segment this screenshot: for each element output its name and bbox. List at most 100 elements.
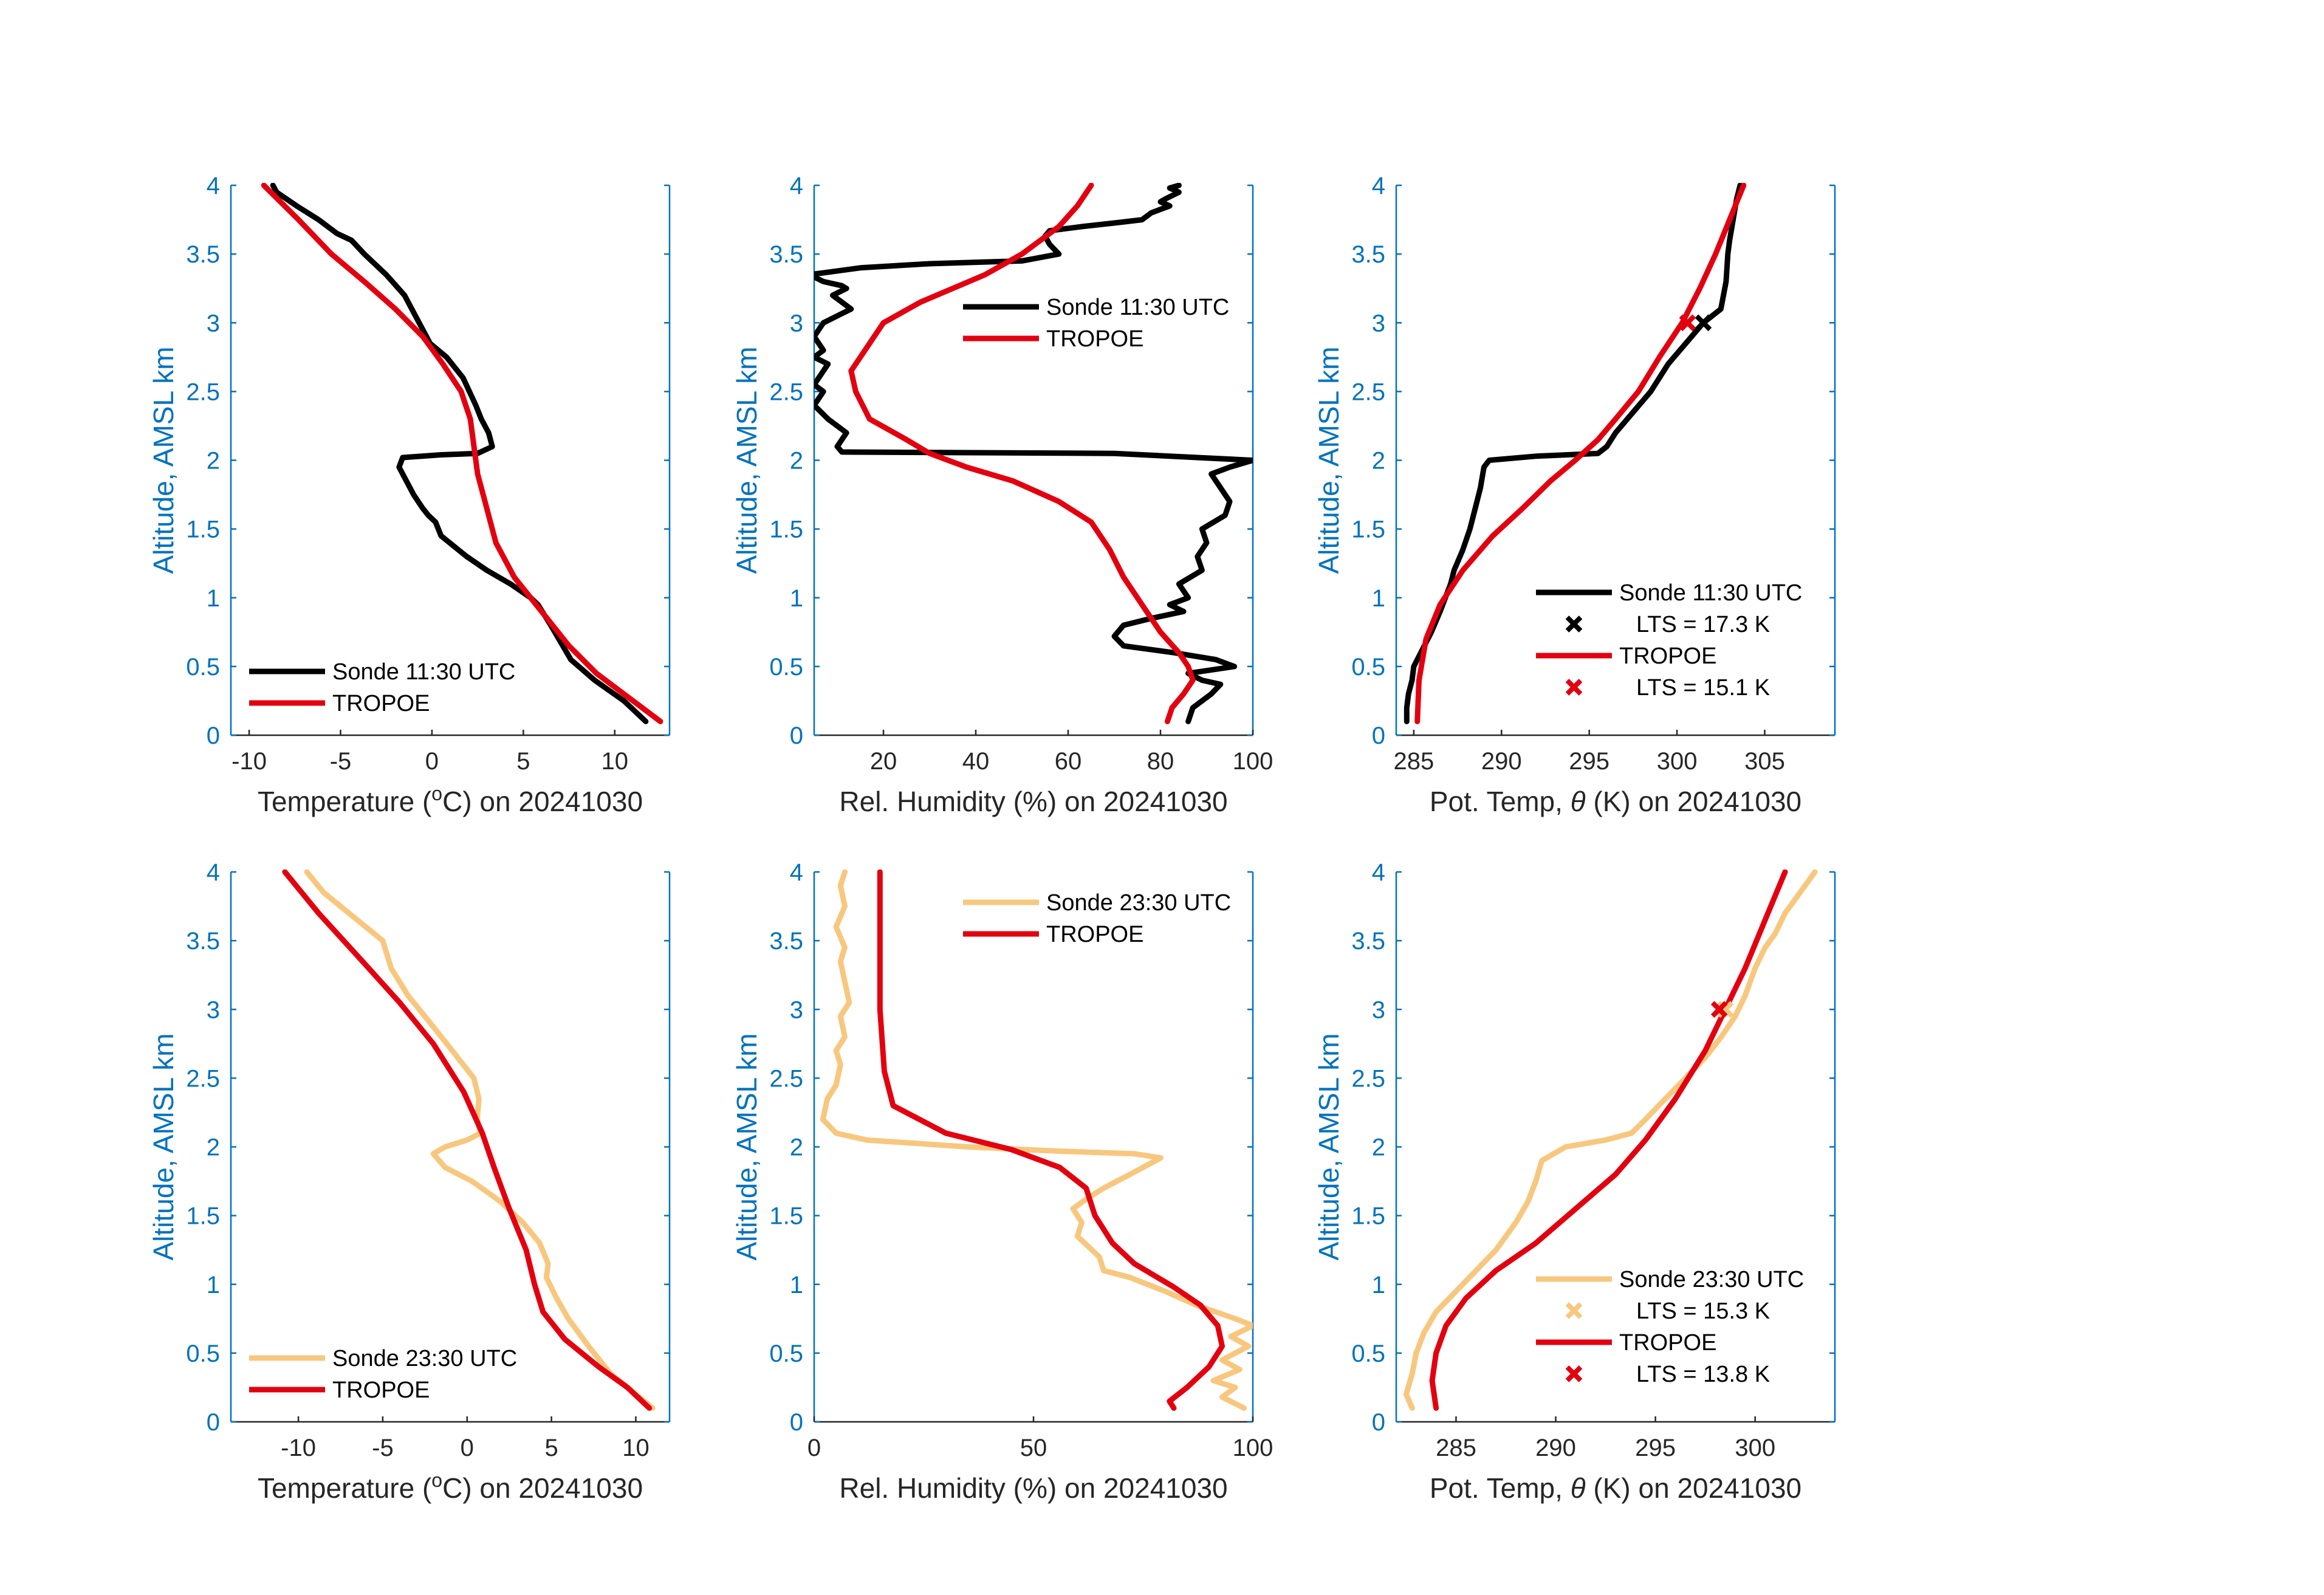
legend: Sonde 11:30 UTC TROPOE [963, 295, 1229, 352]
series-line-2 [282, 870, 653, 1411]
y-tick-label: 0 [790, 1409, 803, 1436]
y-tick-label: 1.5 [1351, 1203, 1385, 1230]
y-tick-label: 3 [790, 996, 803, 1023]
y-tick-label: 0 [207, 1409, 220, 1436]
legend-lts-label: LTS = 15.3 K [1636, 1298, 1770, 1324]
y-tick-label: 0 [790, 722, 803, 749]
chart-panel-3: 0 0.5 1 1.5 2 2.5 3 3.5 4 285 290 295 300 305 Altitude… [1313, 173, 1836, 817]
legend-lts-label: LTS = 13.8 K [1636, 1362, 1770, 1387]
legend-label: Sonde 11:30 UTC [1046, 295, 1229, 320]
y-tick-label: 4 [790, 859, 803, 886]
legend-label: Sonde 23:30 UTC [1619, 1267, 1804, 1292]
chart-panel-6: 0 0.5 1 1.5 2 2.5 3 3.5 4 285 290 295 300 Altitude, A… [1313, 859, 1836, 1504]
y-tick-label: 2.5 [769, 379, 803, 405]
x-axis-title: Pot. Temp, θ (K) on 20241030 [1430, 786, 1801, 817]
legend-lts-label: LTS = 17.3 K [1636, 612, 1770, 637]
x-tick-label: 60 [1055, 748, 1082, 775]
y-tick-label: 0.5 [769, 654, 803, 681]
legend: Sonde 23:30 UTC TROPOE [249, 1346, 517, 1403]
x-axis-title: Rel. Humidity (%) on 20241030 [839, 1472, 1227, 1504]
y-tick-label: 2 [1372, 1134, 1385, 1161]
y-tick-label: 3.5 [186, 241, 220, 268]
legend-label: TROPOE [1046, 326, 1143, 352]
y-tick-label: 0.5 [769, 1340, 803, 1367]
x-tick-label: 10 [622, 1435, 650, 1461]
legend: Sonde 11:30 UTC TROPOE [249, 659, 515, 716]
legend-marker [1565, 1365, 1583, 1382]
legend-label: TROPOE [332, 1377, 430, 1403]
x-tick-label: 20 [870, 748, 897, 775]
legend-label: Sonde 23:30 UTC [332, 1346, 517, 1371]
y-axis-title: Altitude, AMSL km [1313, 1033, 1345, 1260]
x-tick-label: 290 [1535, 1435, 1576, 1461]
legend-label: TROPOE [1046, 922, 1143, 947]
y-tick-label: 1.5 [186, 516, 220, 543]
y-tick-label: 1 [1372, 585, 1385, 612]
y-tick-label: 2.5 [769, 1065, 803, 1092]
y-tick-label: 3 [1372, 996, 1385, 1023]
x-tick-label: 100 [1233, 1435, 1273, 1461]
y-tick-label: 3.5 [769, 928, 803, 955]
legend: Sonde 23:30 UTC LTS = 15.3 K TROPOE LTS = 1… [1536, 1267, 1804, 1387]
y-tick-label: 1.5 [769, 516, 803, 543]
y-tick-label: 0 [1372, 722, 1385, 749]
y-tick-label: 4 [207, 859, 220, 886]
y-tick-label: 2.5 [1351, 1065, 1385, 1092]
series-line-2 [1429, 870, 1788, 1411]
y-tick-label: 2 [790, 1134, 803, 1161]
y-tick-label: 3.5 [186, 928, 220, 955]
x-tick-label: 80 [1147, 748, 1174, 775]
series-line-1 [814, 183, 1253, 724]
x-axis-title: Pot. Temp, θ (K) on 20241030 [1430, 1472, 1801, 1504]
y-tick-label: 3.5 [1351, 241, 1385, 268]
x-axis-title: Temperature (oC) on 20241030 [258, 783, 643, 817]
y-tick-label: 2 [207, 448, 220, 475]
legend-label: Sonde 11:30 UTC [1619, 580, 1802, 606]
legend-label: Sonde 11:30 UTC [332, 659, 515, 685]
legend: Sonde 23:30 UTC TROPOE [963, 890, 1231, 947]
x-tick-label: 40 [962, 748, 990, 775]
legend-marker [1565, 1302, 1583, 1319]
x-tick-label: 285 [1394, 748, 1435, 775]
chart-panel-4: 0 0.5 1 1.5 2 2.5 3 3.5 4 -10 -5 0 5 10 Altitude, AMSL… [148, 859, 671, 1504]
lts-marker [1710, 1001, 1728, 1018]
y-tick-label: 0 [1372, 1409, 1385, 1436]
y-axis-title: Altitude, AMSL km [148, 1033, 179, 1260]
y-tick-label: 1 [207, 1272, 220, 1298]
y-tick-label: 1 [790, 585, 803, 612]
x-tick-label: 300 [1735, 1435, 1775, 1461]
chart-panel-5: 0 0.5 1 1.5 2 2.5 3 3.5 4 0 50 100 Altitude, AMSL km… [731, 859, 1273, 1504]
series-line-2 [261, 183, 663, 724]
y-axis-title: Altitude, AMSL km [148, 346, 179, 574]
y-tick-label: 2 [790, 448, 803, 475]
legend-marker [1565, 679, 1583, 696]
y-axis-title: Altitude, AMSL km [731, 1033, 763, 1260]
x-tick-label: 50 [1020, 1435, 1047, 1461]
x-tick-label: 305 [1744, 748, 1785, 775]
series-line-1 [304, 870, 656, 1411]
legend-label: Sonde 23:30 UTC [1046, 890, 1231, 916]
x-tick-label: 290 [1481, 748, 1522, 775]
y-tick-label: 3 [207, 310, 220, 337]
y-tick-label: 4 [1372, 173, 1385, 199]
y-tick-label: 3 [790, 310, 803, 337]
y-tick-label: 2.5 [186, 1065, 220, 1092]
x-tick-label: 0 [807, 1435, 821, 1461]
y-tick-label: 2 [207, 1134, 220, 1161]
y-tick-label: 2.5 [1351, 379, 1385, 405]
y-tick-label: 1.5 [769, 1203, 803, 1230]
y-tick-label: 3 [207, 996, 220, 1023]
legend-label: TROPOE [1619, 1330, 1716, 1356]
x-tick-label: 5 [544, 1435, 558, 1461]
y-tick-label: 1 [1372, 1272, 1385, 1298]
y-axis-title: Altitude, AMSL km [731, 346, 763, 574]
y-tick-label: 3.5 [1351, 928, 1385, 955]
x-tick-label: 10 [602, 748, 629, 775]
x-tick-label: 295 [1569, 748, 1609, 775]
legend-label: TROPOE [332, 691, 430, 716]
chart-panel-2: 0 0.5 1 1.5 2 2.5 3 3.5 4 20 40 60 80 100 Altitude, AM… [731, 173, 1273, 817]
x-tick-label: 285 [1436, 1435, 1476, 1461]
y-axis-title: Altitude, AMSL km [1313, 346, 1345, 574]
chart-panel-1: 0 0.5 1 1.5 2 2.5 3 3.5 4 -10 -5 0 5 10 Altitude, AMSL… [148, 173, 671, 817]
